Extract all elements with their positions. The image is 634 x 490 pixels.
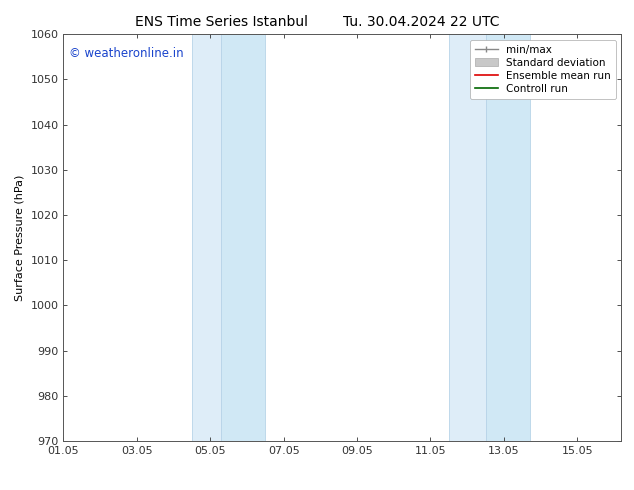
Y-axis label: Surface Pressure (hPa): Surface Pressure (hPa) <box>15 174 25 301</box>
Bar <box>192 34 221 441</box>
Bar <box>486 34 529 441</box>
Text: ENS Time Series Istanbul        Tu. 30.04.2024 22 UTC: ENS Time Series Istanbul Tu. 30.04.2024 … <box>135 15 499 29</box>
Bar <box>221 34 265 441</box>
Legend: min/max, Standard deviation, Ensemble mean run, Controll run: min/max, Standard deviation, Ensemble me… <box>470 40 616 99</box>
Text: © weatheronline.in: © weatheronline.in <box>69 47 184 59</box>
Bar <box>449 34 486 441</box>
